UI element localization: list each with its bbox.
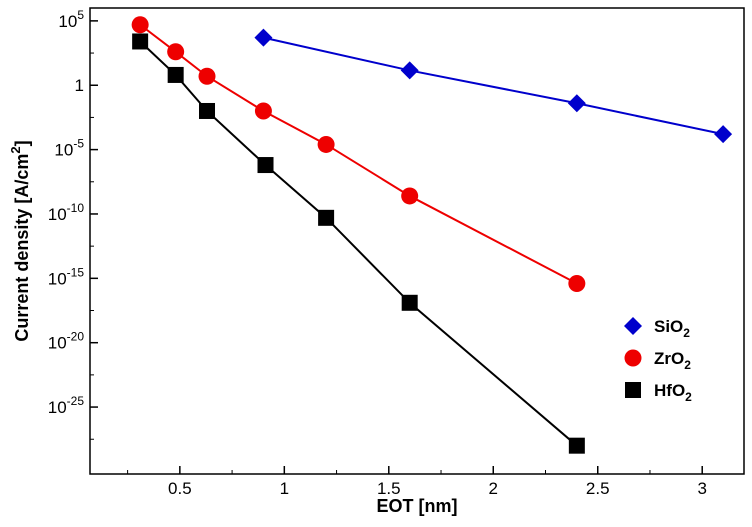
y-axis: 105 1 10-5 10-10 10-15 10-20 10-25 bbox=[48, 8, 98, 440]
y-axis-label: Current density [A/cm2] bbox=[8, 140, 32, 341]
legend-marker-hfo2 bbox=[625, 382, 641, 398]
series-markers bbox=[131, 16, 733, 454]
point-hfo2 bbox=[257, 157, 274, 174]
point-zro2 bbox=[568, 274, 586, 292]
point-zro2 bbox=[254, 102, 272, 120]
series-line-zro2 bbox=[139, 23, 578, 285]
plot-frame bbox=[89, 7, 745, 475]
legend-label-zro2: ZrO2 bbox=[654, 349, 691, 372]
point-zro2 bbox=[131, 16, 149, 34]
point-hfo2 bbox=[132, 33, 149, 50]
y-tick-label: 10-25 bbox=[48, 394, 85, 417]
point-zro2 bbox=[198, 67, 216, 85]
x-tick-label: 2.5 bbox=[586, 479, 610, 498]
legend-marker-sio2 bbox=[624, 317, 642, 335]
legend: SiO2 ZrO2 HfO2 bbox=[624, 317, 692, 404]
point-sio2 bbox=[400, 61, 419, 80]
y-axis-label-superscript: 2 bbox=[8, 146, 23, 153]
x-tick-label: 2 bbox=[489, 479, 498, 498]
point-zro2 bbox=[401, 187, 419, 205]
y-tick-label: 10-5 bbox=[54, 137, 84, 160]
y-tick-label: 105 bbox=[58, 8, 84, 31]
legend-label-hfo2: HfO2 bbox=[654, 381, 692, 404]
series-line-sio2 bbox=[263, 36, 724, 136]
series-line-hfo2 bbox=[139, 40, 578, 447]
y-tick-label: 1 bbox=[75, 76, 84, 95]
x-tick-label: 1.5 bbox=[377, 479, 401, 498]
x-tick-label: 3 bbox=[697, 479, 706, 498]
point-zro2 bbox=[167, 43, 185, 61]
y-tick-label: 10-20 bbox=[48, 330, 85, 353]
point-hfo2 bbox=[167, 66, 184, 83]
x-axis-label: EOT [nm] bbox=[377, 496, 458, 516]
x-tick-label: 0.5 bbox=[168, 479, 192, 498]
y-axis-label-suffix: ] bbox=[12, 140, 32, 146]
point-sio2 bbox=[254, 28, 273, 47]
point-hfo2 bbox=[199, 102, 216, 119]
legend-marker-zro2 bbox=[624, 349, 642, 367]
point-zro2 bbox=[317, 135, 335, 153]
point-hfo2 bbox=[568, 437, 585, 454]
point-hfo2 bbox=[318, 209, 335, 226]
x-axis: 0.5 1 1.5 2 2.5 3 bbox=[127, 466, 707, 498]
point-sio2 bbox=[714, 125, 733, 144]
legend-label-sio2: SiO2 bbox=[654, 317, 690, 340]
y-tick-label: 10-10 bbox=[48, 201, 85, 224]
point-hfo2 bbox=[401, 294, 418, 311]
point-sio2 bbox=[567, 94, 586, 113]
x-tick-label: 1 bbox=[280, 479, 289, 498]
y-tick-label: 10-15 bbox=[48, 265, 85, 288]
y-axis-label-main: Current density [A/cm bbox=[12, 154, 32, 342]
